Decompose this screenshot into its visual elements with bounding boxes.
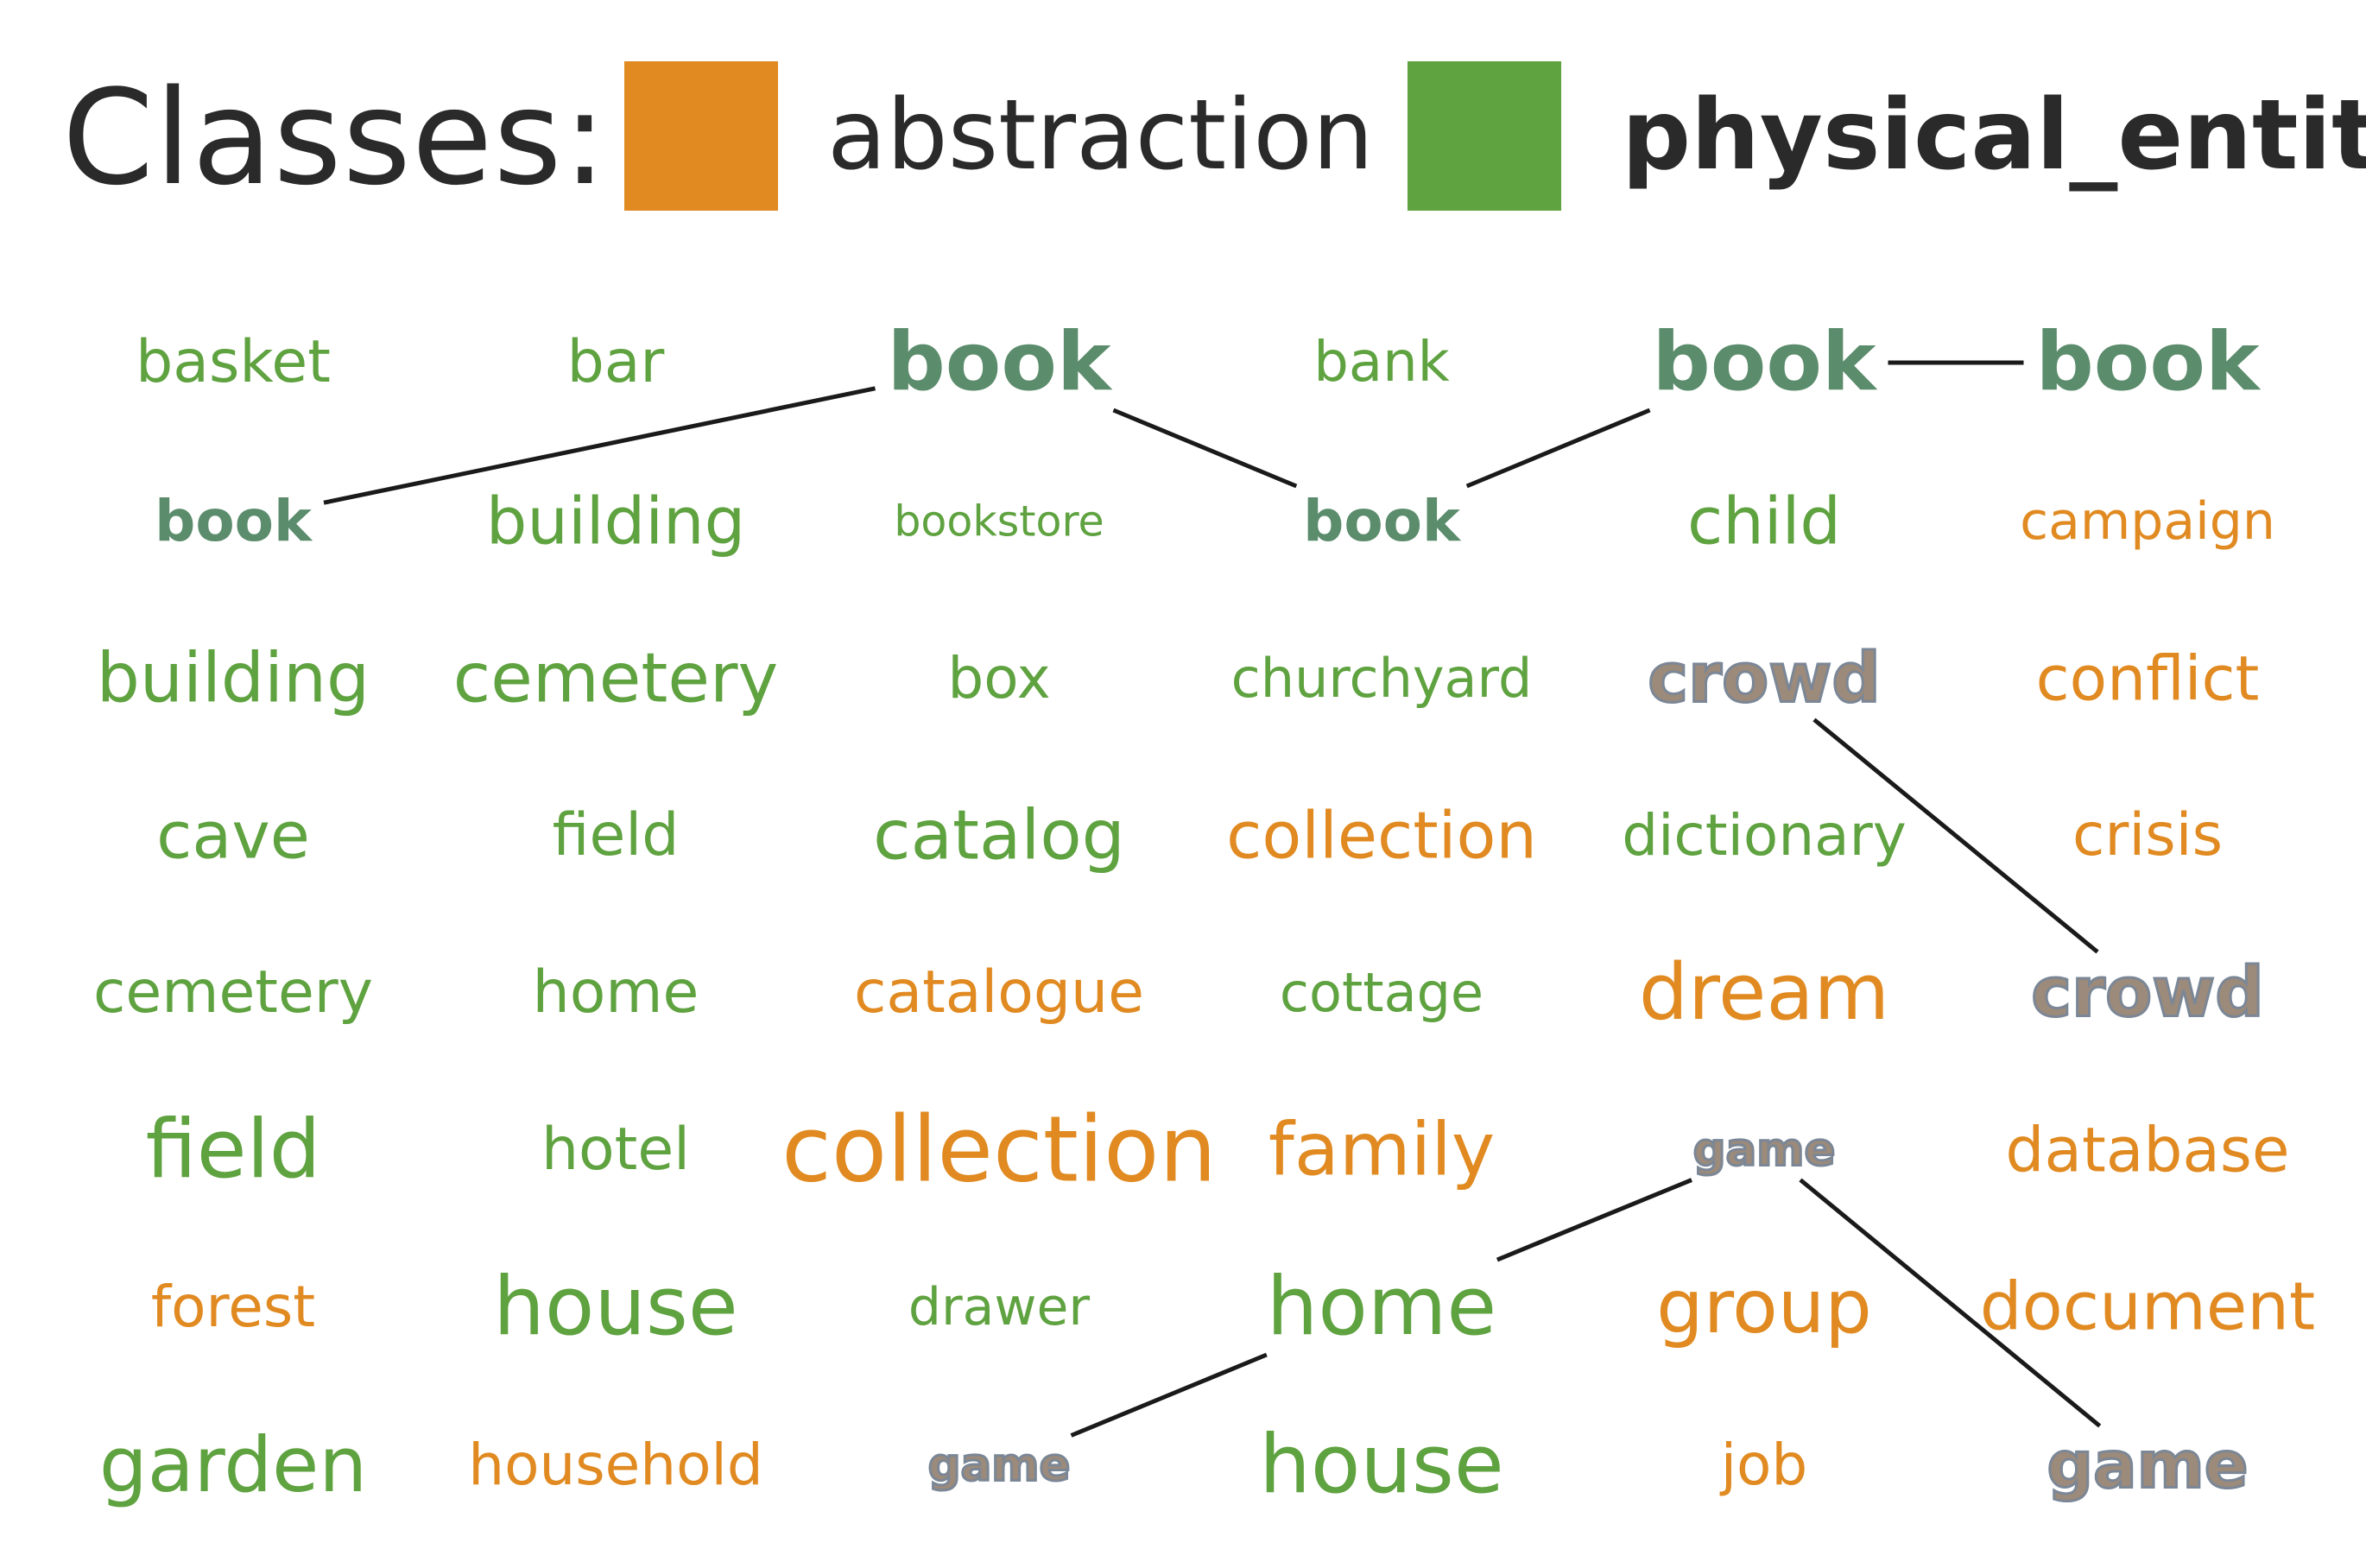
word-r6-c4: family <box>1268 1107 1496 1193</box>
legend-swatch-abstraction <box>624 61 778 211</box>
word-r6-c6: database <box>2005 1114 2290 1186</box>
word-r2-c2: building <box>485 483 746 560</box>
word-r5-c3: catalogue <box>854 958 1144 1027</box>
word-r8-c4: house <box>1259 1418 1504 1512</box>
word-r7-c2: house <box>493 1260 738 1354</box>
word-r8-c3: game <box>927 1438 1072 1492</box>
word-r8-c2: household <box>468 1432 763 1498</box>
word-r6-c3: collection <box>781 1097 1217 1203</box>
word-r1-c4: bank <box>1313 331 1450 395</box>
legend-swatch-physical-entity <box>1408 61 1561 211</box>
word-r1-c5: book <box>1652 315 1876 409</box>
link-line-6 <box>1496 1178 1692 1262</box>
link-line-7 <box>1799 1178 2102 1428</box>
word-r2-c5: child <box>1686 483 1842 560</box>
legend-label-abstraction: abstraction <box>827 79 1374 192</box>
word-r1-c1: basket <box>136 328 331 396</box>
word-r7-c5: group <box>1656 1264 1872 1350</box>
word-r2-c3: bookstore <box>894 496 1104 547</box>
word-r4-c6: crisis <box>2072 801 2223 869</box>
word-r6-c5: game <box>1692 1123 1837 1177</box>
word-r5-c1: cemetery <box>93 958 373 1027</box>
link-line-3 <box>1465 408 1651 489</box>
word-r7-c3: drawer <box>908 1277 1091 1337</box>
word-r7-c6: document <box>1979 1268 2316 1346</box>
word-r5-c2: home <box>532 958 699 1027</box>
word-r5-c4: cottage <box>1279 961 1484 1024</box>
word-r7-c4: home <box>1266 1260 1497 1354</box>
word-r7-c1: forest <box>150 1274 316 1340</box>
word-r3-c4: churchyard <box>1230 647 1533 710</box>
link-line-8 <box>1070 1352 1268 1438</box>
word-r2-c6: campaign <box>2020 491 2275 552</box>
word-r5-c6: crowd <box>2030 952 2266 1033</box>
word-r3-c1: building <box>96 638 370 718</box>
word-r4-c1: cave <box>156 797 310 874</box>
word-r4-c4: collection <box>1226 797 1537 874</box>
word-r5-c5: dream <box>1638 947 1890 1038</box>
word-r4-c5: dictionary <box>1622 802 1907 869</box>
word-r2-c4: book <box>1303 488 1460 554</box>
word-r1-c6: book <box>2035 315 2260 409</box>
link-line-5 <box>1812 718 2099 954</box>
word-r1-c2: bar <box>566 328 665 396</box>
word-r6-c2: hotel <box>541 1116 691 1184</box>
word-r4-c2: field <box>552 801 680 869</box>
word-r3-c2: cemetery <box>452 638 779 718</box>
word-r3-c6: conflict <box>2035 642 2260 715</box>
word-r6-c1: field <box>145 1103 321 1197</box>
word-r3-c3: box <box>947 645 1051 711</box>
word-r8-c6: game <box>2046 1426 2249 1503</box>
word-r2-c1: book <box>155 488 312 554</box>
legend-title: Classes: <box>62 61 608 214</box>
word-r4-c3: catalog <box>873 795 1125 876</box>
link-line-2 <box>1112 408 1298 489</box>
word-r8-c5: job <box>1720 1432 1808 1498</box>
word-r8-c1: garden <box>98 1420 368 1509</box>
word-r3-c5: crowd <box>1647 638 1882 718</box>
legend-label-physical-entity: physical_entity <box>1622 79 2366 192</box>
link-line-1 <box>323 386 876 505</box>
word-r1-c3: book <box>887 315 1111 409</box>
